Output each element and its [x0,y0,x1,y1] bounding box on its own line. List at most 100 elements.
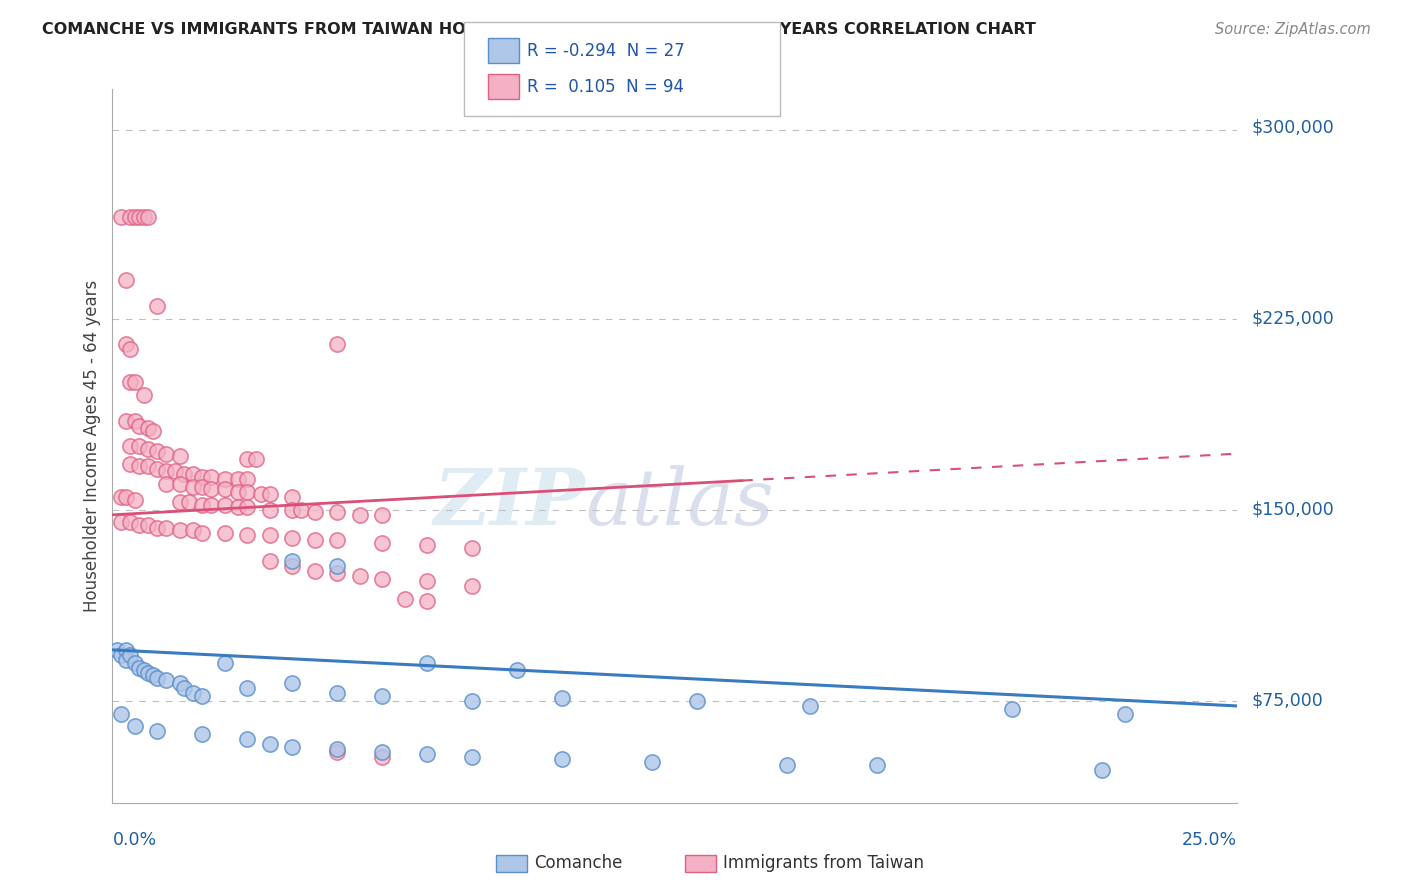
Point [115,413,138,427]
Point [169,449,191,463]
Point [214,483,236,497]
Point [281,676,304,690]
Point [146,520,169,534]
Point [124,719,146,733]
Point [236,681,259,695]
Point [326,505,349,519]
Point [146,444,169,458]
Point [110,648,132,662]
Point [799,698,821,713]
Point [259,554,281,568]
Point [142,668,165,682]
Point [371,750,394,764]
Point [183,467,205,481]
Point [115,490,138,504]
Point [120,342,142,356]
Point [326,686,349,700]
Point [416,594,439,608]
Point [183,480,205,494]
Point [124,656,146,670]
Point [236,472,259,486]
Point [155,477,177,491]
Point [128,518,150,533]
Point [165,465,187,479]
Point [228,472,250,486]
Point [115,273,138,287]
Text: $300,000: $300,000 [1251,119,1334,136]
Point [461,694,484,708]
Point [371,689,394,703]
Point [110,210,132,224]
Point [326,745,349,759]
Point [128,418,150,433]
Point [115,653,138,667]
Point [191,480,214,494]
Point [120,457,142,471]
Point [132,210,155,224]
Point [124,210,146,224]
Point [551,691,574,706]
Point [120,376,142,390]
Text: atlas: atlas [585,465,773,541]
Point [120,648,142,662]
Point [776,757,799,772]
Point [138,421,160,435]
Point [416,656,439,670]
Text: Source: ZipAtlas.com: Source: ZipAtlas.com [1215,22,1371,37]
Point [128,459,150,474]
Point [120,210,142,224]
Point [416,747,439,762]
Point [866,757,889,772]
Point [281,502,304,516]
Point [120,439,142,453]
Point [173,681,195,695]
Point [124,376,146,390]
Point [259,737,281,751]
Point [371,508,394,522]
Point [290,502,312,516]
Text: R = -0.294  N = 27: R = -0.294 N = 27 [527,42,685,60]
Point [173,467,195,481]
Point [146,299,169,313]
Point [371,572,394,586]
Point [326,558,349,573]
Point [124,413,146,427]
Point [228,484,250,499]
Point [169,495,191,509]
Point [214,472,236,486]
Point [686,694,709,708]
Point [183,686,205,700]
Point [138,210,160,224]
Point [110,516,132,530]
Text: Immigrants from Taiwan: Immigrants from Taiwan [723,855,924,872]
Text: R =  0.105  N = 94: R = 0.105 N = 94 [527,78,685,95]
Point [461,750,484,764]
Point [304,533,326,548]
Point [155,673,177,688]
Point [155,520,177,534]
Point [371,745,394,759]
Point [191,525,214,540]
Point [200,483,222,497]
Point [1114,706,1136,721]
Point [132,663,155,677]
Point [155,447,177,461]
Point [128,661,150,675]
Point [120,516,142,530]
Point [371,536,394,550]
Text: Comanche: Comanche [534,855,623,872]
Point [115,643,138,657]
Point [506,663,529,677]
Point [200,498,222,512]
Point [349,569,371,583]
Point [110,490,132,504]
Point [115,337,138,351]
Point [124,492,146,507]
Point [281,531,304,545]
Point [169,477,191,491]
Point [191,727,214,741]
Point [132,388,155,402]
Point [138,665,160,680]
Point [236,451,259,466]
Text: $225,000: $225,000 [1251,310,1334,327]
